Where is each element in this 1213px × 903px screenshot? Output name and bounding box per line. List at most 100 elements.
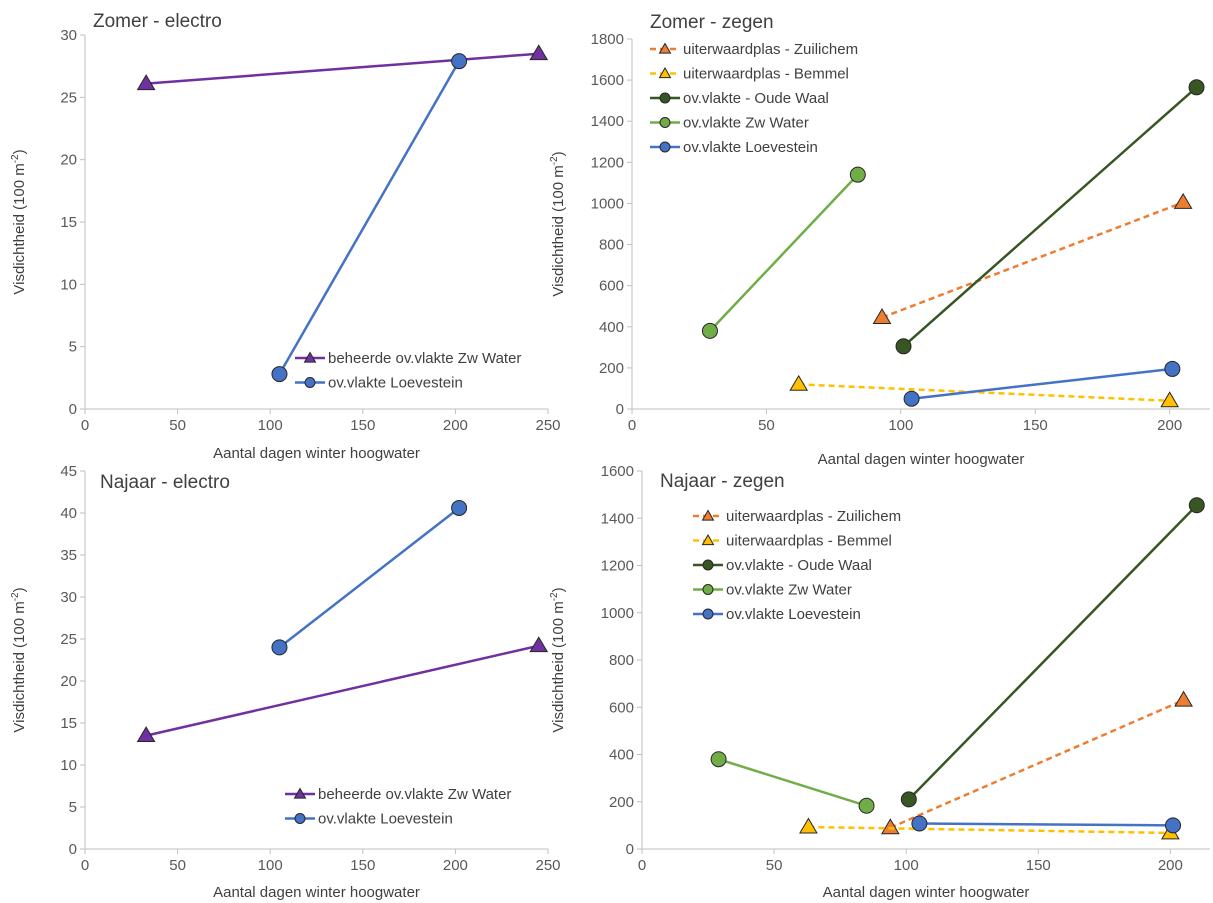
x-axis-label: Aantal dagen winter hoogwater — [818, 451, 1025, 468]
y-axis-label-close: ) — [11, 587, 28, 592]
series-line — [709, 173, 859, 332]
series-3 — [895, 79, 1205, 355]
y-tick-label: 0 — [616, 401, 624, 418]
y-tick-label: 600 — [609, 699, 634, 716]
data-point — [451, 53, 468, 70]
x-tick-label: 200 — [1158, 857, 1183, 874]
series-4 — [701, 166, 866, 339]
data-point — [1188, 79, 1205, 96]
data-point — [1165, 817, 1182, 834]
legend: uiterwaardplas - Zuilichem uiterwaardplas… — [693, 508, 901, 623]
legend-label: ov.vlakte Loevestein — [726, 606, 861, 623]
series-1 — [136, 636, 549, 743]
y-axis-label-sup: -2 — [10, 154, 21, 163]
legend-marker — [701, 533, 715, 546]
y-tick-label: 1000 — [601, 605, 634, 622]
data-point — [872, 308, 892, 324]
series-line — [889, 699, 1185, 829]
y-tick-label: 200 — [609, 794, 634, 811]
legend-label: ov.vlakte - Oude Waal — [683, 90, 829, 107]
x-tick-label: 200 — [443, 417, 468, 434]
y-tick-label: 0 — [69, 401, 77, 418]
data-point — [701, 322, 718, 339]
legend-label: ov.vlakte - Oude Waal — [726, 557, 872, 574]
y-tick-label: 1600 — [591, 72, 624, 89]
series-line — [278, 506, 460, 649]
series-line — [902, 86, 1198, 348]
x-tick-label: 200 — [443, 857, 468, 874]
data-point — [1160, 391, 1180, 408]
y-tick-label: 15 — [60, 214, 77, 231]
y-tick-label: 20 — [60, 152, 77, 169]
data-point — [271, 639, 288, 656]
y-axis-label-sup: -2 — [549, 592, 560, 601]
data-point — [911, 815, 928, 832]
chart-panel-3: 0 5 10 15 20 25 30 35 40 45 0 50 100 150 200 250 Najaar … — [10, 463, 561, 901]
series-line — [907, 504, 1198, 801]
data-point — [1173, 192, 1193, 209]
data-point — [858, 797, 875, 814]
x-tick-label: 50 — [766, 857, 783, 874]
y-tick-label: 1800 — [591, 31, 624, 48]
data-point — [1164, 360, 1181, 377]
data-point — [799, 817, 818, 834]
x-tick-label: 150 — [1023, 417, 1048, 434]
legend-label: uiterwaardplas - Zuilichem — [683, 41, 858, 58]
y-axis-label-unit: (100 m — [11, 601, 28, 648]
legend: beheerde ov.vlakte Zw Water ov.vlakte Loe… — [285, 786, 511, 828]
y-tick-label: 1200 — [591, 154, 624, 171]
legend-marker — [701, 509, 715, 521]
chart-panel-4: 0 200 400 600 800 1000 1200 1400 1600 0 50 100 150 20… — [549, 463, 1210, 901]
y-axis-label-text: Visdichtheid — [11, 214, 28, 295]
data-point — [710, 751, 727, 768]
y-tick-label: 1600 — [601, 463, 634, 480]
legend-marker — [702, 608, 714, 620]
legend-label: ov.vlakte Loevestein — [683, 139, 818, 156]
series-2 — [789, 374, 1180, 408]
legend-marker — [702, 584, 714, 595]
chart-title: Zomer - electro — [93, 11, 222, 32]
data-point — [529, 44, 549, 61]
data-point — [271, 366, 288, 383]
y-axis-label: Visdichtheid (100 m-2) — [10, 587, 28, 732]
x-tick-label: 150 — [350, 417, 375, 434]
legend-label: ov.vlakte Loevestein — [318, 811, 453, 828]
legend-label: uiterwaardplas - Bemmel — [683, 66, 849, 83]
series-line — [146, 52, 539, 85]
legend-label: uiterwaardplas - Zuilichem — [726, 508, 901, 525]
y-tick-label: 0 — [69, 841, 77, 858]
y-axis-label-unit: (100 m — [11, 163, 28, 210]
y-tick-label: 25 — [60, 89, 77, 106]
legend-marker — [659, 141, 671, 153]
x-tick-label: 100 — [894, 857, 919, 874]
y-axis-label-text: Visdichtheid — [550, 216, 567, 297]
series-2 — [271, 53, 468, 383]
legend-marker — [658, 42, 672, 54]
y-axis-label: Visdichtheid (100 m-2) — [549, 151, 567, 296]
legend-marker — [293, 787, 307, 799]
chart-title: Najaar - zegen — [660, 471, 785, 492]
data-point — [136, 74, 156, 91]
x-axis-label: Aantal dagen winter hoogwater — [213, 445, 420, 462]
series-2 — [799, 817, 1180, 840]
y-tick-label: 40 — [60, 505, 77, 522]
x-tick-label: 0 — [81, 857, 89, 874]
y-tick-label: 200 — [599, 360, 624, 377]
y-tick-label: 600 — [599, 278, 624, 295]
legend-label: ov.vlakte Loevestein — [328, 375, 463, 392]
data-point — [1174, 690, 1193, 707]
series-line — [278, 60, 461, 375]
y-tick-label: 1400 — [591, 113, 624, 130]
y-tick-label: 1000 — [591, 195, 624, 212]
y-tick-label: 5 — [69, 799, 77, 816]
y-tick-label: 400 — [609, 747, 634, 764]
x-axis-label: Aantal dagen winter hoogwater — [823, 884, 1030, 901]
y-tick-label: 10 — [60, 276, 77, 293]
y-axis-label-unit: (100 m — [550, 165, 567, 212]
x-tick-label: 50 — [169, 417, 186, 434]
y-tick-label: 10 — [60, 757, 77, 774]
legend-label: ov.vlakte Zw Water — [683, 115, 809, 132]
x-tick-label: 100 — [258, 857, 283, 874]
y-tick-label: 25 — [60, 631, 77, 648]
